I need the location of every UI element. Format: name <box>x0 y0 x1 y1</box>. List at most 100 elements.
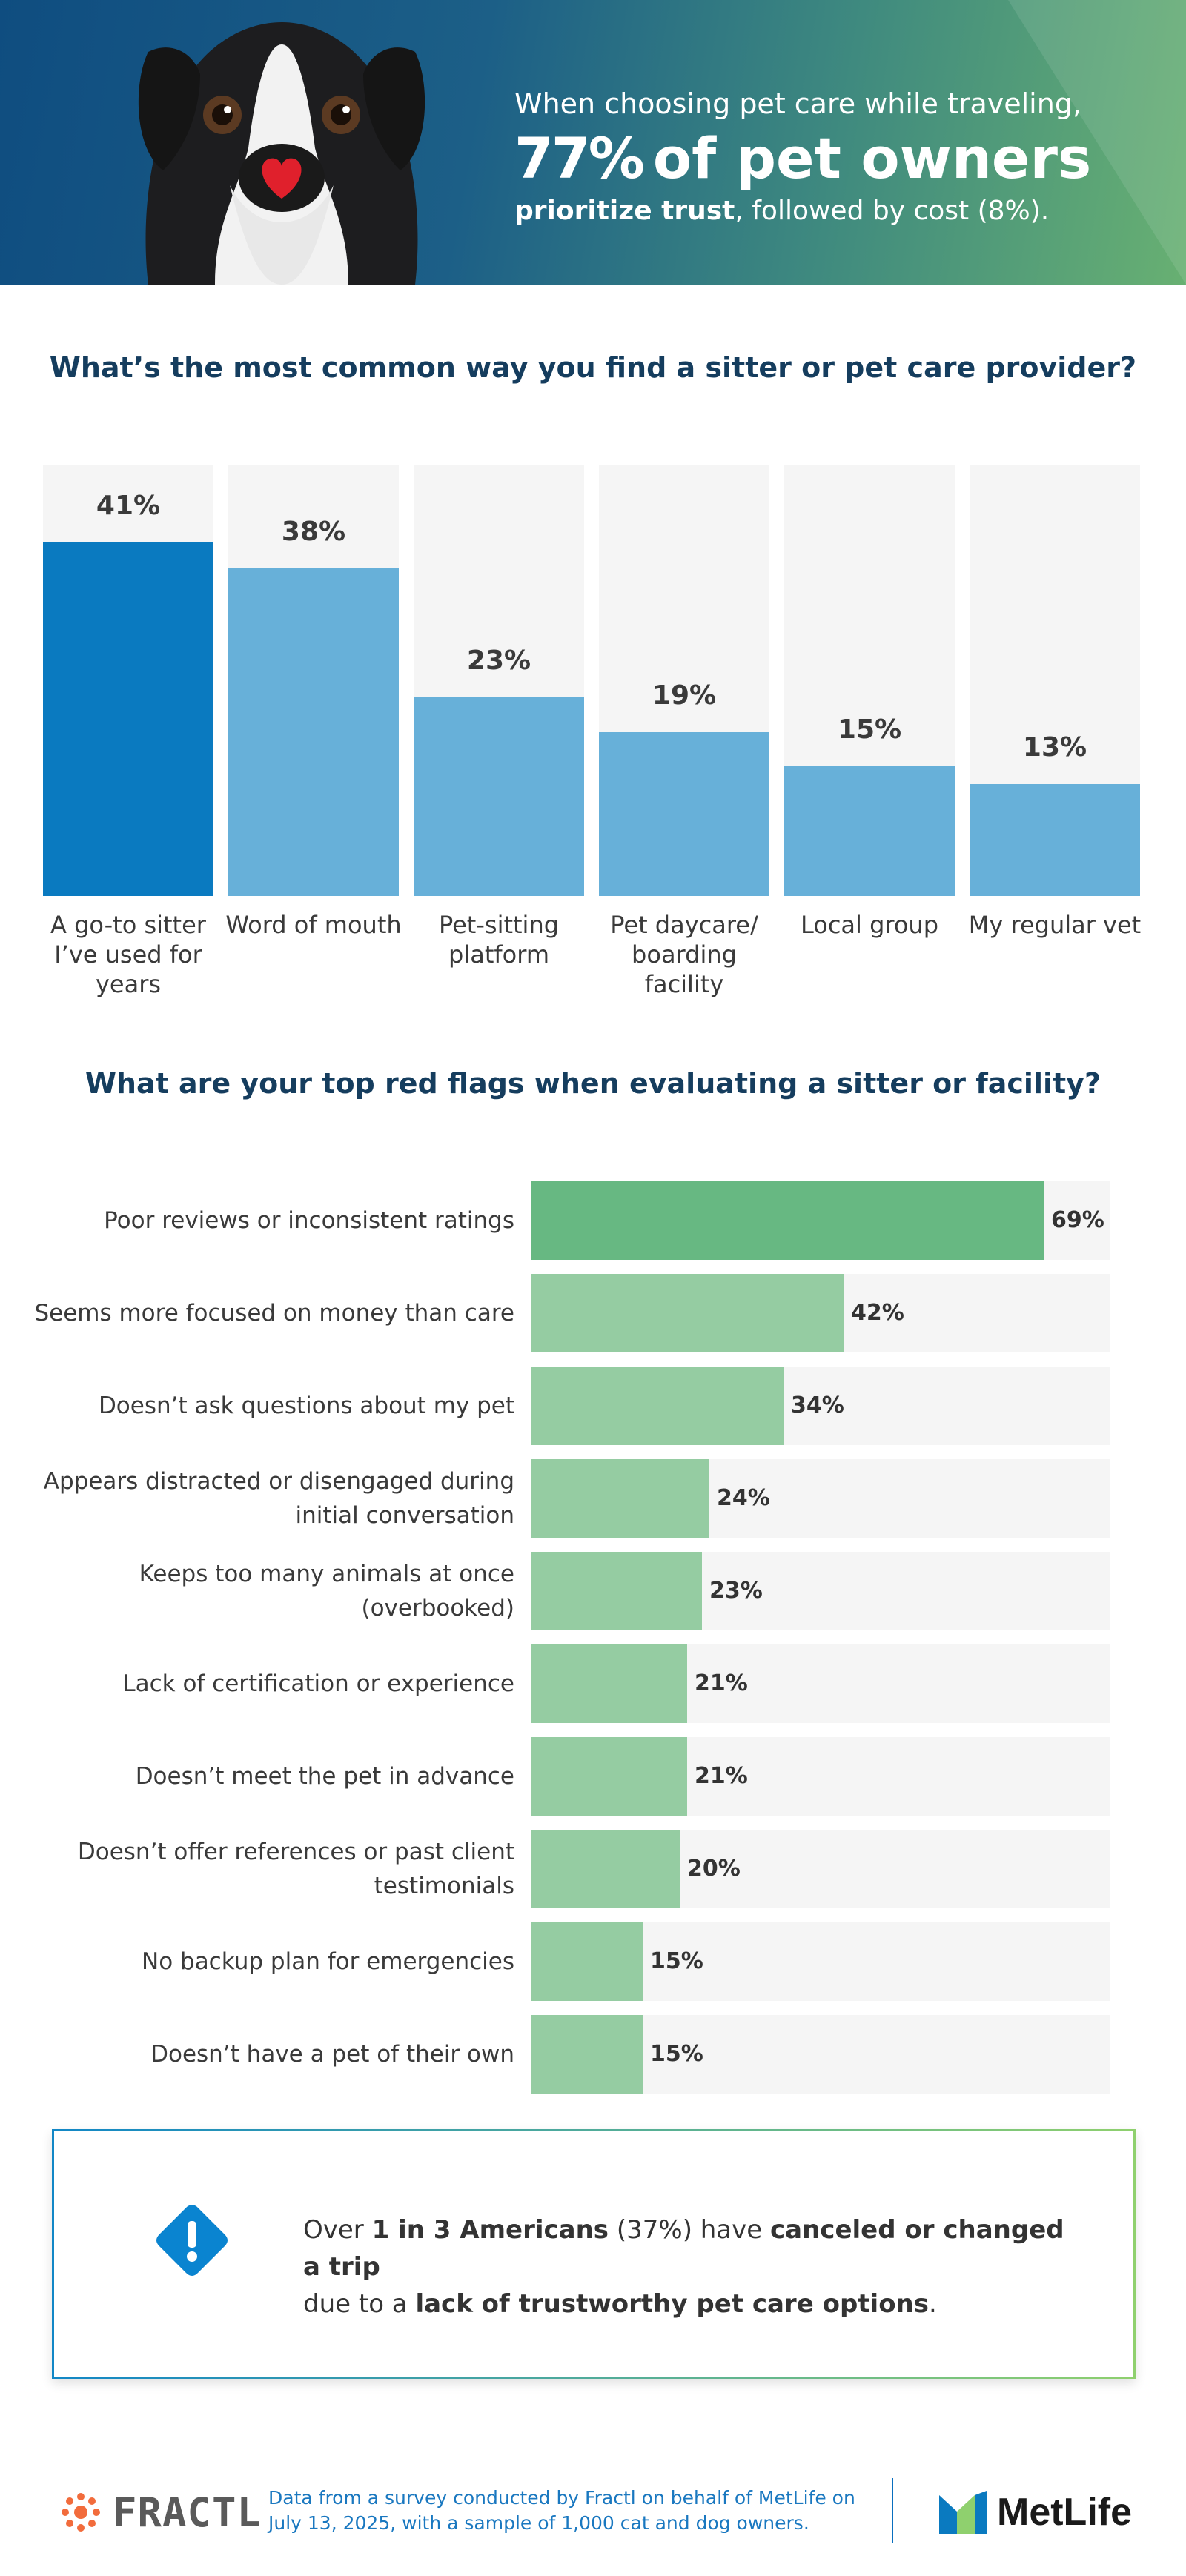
horizontal-bar-chart: Poor reviews or inconsistent ratings 69% S… <box>0 1181 1186 2097</box>
hbar <box>531 2015 643 2094</box>
hbar <box>531 1922 643 2001</box>
bar-track: 41% <box>43 465 213 896</box>
hbar-track: 21% <box>531 1644 1110 1723</box>
hbar-category-label: Seems more focused on money than care <box>34 1300 514 1327</box>
bar-category-label: My regular vet <box>968 911 1142 939</box>
hbar-track: 23% <box>531 1552 1110 1630</box>
hbar-row: Doesn’t have a pet of their own 15% <box>0 2015 1186 2094</box>
callout-text-bold: lack of trustworthy pet care options <box>415 2289 930 2319</box>
hbar-value-label: 23% <box>709 1578 763 1604</box>
hbar <box>531 1181 1044 1260</box>
stat-callout: Over 1 in 3 Americans (37%) have cancele… <box>52 2129 1136 2379</box>
hero-follow-rest: , followed by cost (8%). <box>735 196 1050 226</box>
metlife-logo[interactable]: MetLife <box>938 2489 1132 2536</box>
hero-stat-value: 77% <box>514 125 645 191</box>
hbar-value-label: 42% <box>851 1300 904 1326</box>
hbar-row: Appears distracted or disengaged during … <box>0 1459 1186 1538</box>
hero-text: When choosing pet care while traveling, … <box>514 83 1152 230</box>
hbar-value-label: 21% <box>695 1670 748 1696</box>
hbar-value-label: 21% <box>695 1763 748 1789</box>
bar-track: 19% <box>599 465 769 896</box>
footer-divider <box>892 2478 893 2543</box>
hbar-category-label: Lack of certification or experience <box>122 1670 514 1697</box>
hbar-category-label: Doesn’t have a pet of their own <box>150 2041 514 2068</box>
banner-accent-shape <box>1008 0 1186 285</box>
bar-chart-title: What’s the most common way you find a si… <box>49 351 1137 384</box>
hbar-row: Doesn’t meet the pet in advance 21% <box>0 1737 1186 1816</box>
bar-value-label: 23% <box>466 645 531 676</box>
hbar-track: 69% <box>531 1181 1110 1260</box>
bar-category-label: Word of mouth <box>225 911 402 939</box>
bar-track: 23% <box>414 465 584 896</box>
callout-text-bold: 1 in 3 Americans <box>371 2215 609 2245</box>
hbar-track: 15% <box>531 1922 1110 2001</box>
hbar-category-label: Appears distracted or disengaged during … <box>43 1468 514 1529</box>
bar <box>784 766 955 896</box>
vertical-bar-chart: 41% A go-to sitter I’ve used for years 38%… <box>0 445 1186 1023</box>
callout-text: Over 1 in 3 Americans (37%) have cancele… <box>303 2211 1089 2323</box>
fractl-wordmark: FRACTL <box>113 2489 262 2536</box>
hbar-value-label: 20% <box>687 1856 741 1882</box>
hbar-row: Lack of certification or experience 21% <box>0 1644 1186 1723</box>
alert-diamond-icon <box>156 2205 228 2276</box>
source-note: Data from a survey conducted by Fractl o… <box>268 2487 855 2534</box>
bar-category-label: Local group <box>800 911 939 939</box>
hbar <box>531 1830 680 1908</box>
hbar-row: Seems more focused on money than care 42% <box>0 1274 1186 1352</box>
bar-value-label: 13% <box>1022 732 1087 763</box>
hbar-chart-title: What are your top red flags when evaluat… <box>85 1067 1101 1100</box>
hbar-value-label: 34% <box>791 1392 844 1418</box>
hero-stat: 77% of pet owners <box>514 125 1152 193</box>
hero-stat-label: of pet owners <box>652 125 1092 191</box>
callout-text-part: (37%) have <box>609 2215 770 2245</box>
hbar-track: 15% <box>531 2015 1110 2094</box>
hbar-row: Doesn’t offer references or past client … <box>0 1830 1186 1908</box>
hero-follow-bold: prioritize trust <box>514 196 735 226</box>
callout-text-part: Over <box>303 2215 372 2245</box>
hbar-category-label: Doesn’t offer references or past client … <box>77 1839 514 1899</box>
hbar-row: Keeps too many animals at once (overbook… <box>0 1552 1186 1630</box>
hbar-category-label: Keeps too many animals at once (overbook… <box>139 1561 514 1621</box>
bar-value-label: 38% <box>281 517 346 547</box>
callout-body: Over 1 in 3 Americans (37%) have cancele… <box>54 2131 1133 2377</box>
bar-track: 13% <box>970 465 1140 896</box>
hbar-category-label: Doesn’t ask questions about my pet <box>98 1392 514 1419</box>
hbar-category-label: Poor reviews or inconsistent ratings <box>104 1207 514 1234</box>
hbar-value-label: 15% <box>650 2041 703 2067</box>
fractl-logo[interactable]: FRACTL <box>59 2489 262 2536</box>
bar-value-label: 19% <box>652 680 717 711</box>
hbar-category-label: Doesn’t meet the pet in advance <box>135 1763 514 1790</box>
hero-follow-text: prioritize trust, followed by cost (8%). <box>514 193 1152 230</box>
bar-category-label: A go-to sitter I’ve used for years <box>50 911 206 998</box>
hbar <box>531 1552 702 1630</box>
metlife-m-icon <box>939 2491 987 2534</box>
bar-category-label: Pet-sitting platform <box>438 911 560 969</box>
bar <box>599 732 769 896</box>
bar-track: 38% <box>228 465 399 896</box>
hbar <box>531 1274 844 1352</box>
hbar-track: 20% <box>531 1830 1110 1908</box>
callout-text-part: due to a <box>303 2289 416 2319</box>
fractl-burst-icon <box>62 2493 100 2532</box>
hbar-track: 21% <box>531 1737 1110 1816</box>
bar-value-label: 15% <box>837 714 902 745</box>
metlife-wordmark: MetLife <box>997 2491 1132 2534</box>
hbar <box>531 1737 687 1816</box>
hbar-row: Poor reviews or inconsistent ratings 69% <box>0 1181 1186 1260</box>
bar-track: 15% <box>784 465 955 896</box>
hbar-track: 42% <box>531 1274 1110 1352</box>
callout-text-bold: canceled or changed a trip <box>303 2215 1064 2282</box>
callout-text-part: . <box>929 2289 937 2319</box>
dog-photo <box>138 22 425 285</box>
bar <box>228 568 399 896</box>
hbar <box>531 1644 687 1723</box>
hero-lead-text: When choosing pet care while traveling, <box>514 87 1082 120</box>
bar <box>43 542 213 896</box>
bar <box>970 784 1140 896</box>
hbar <box>531 1459 709 1538</box>
hero-banner: When choosing pet care while traveling, … <box>0 0 1186 285</box>
hbar-value-label: 15% <box>650 1948 703 1974</box>
footer: FRACTL Data from a survey conducted by F… <box>0 2468 1186 2557</box>
bar-category-label: Pet daycare/ boarding facility <box>610 911 758 998</box>
bar-value-label: 41% <box>96 491 161 521</box>
